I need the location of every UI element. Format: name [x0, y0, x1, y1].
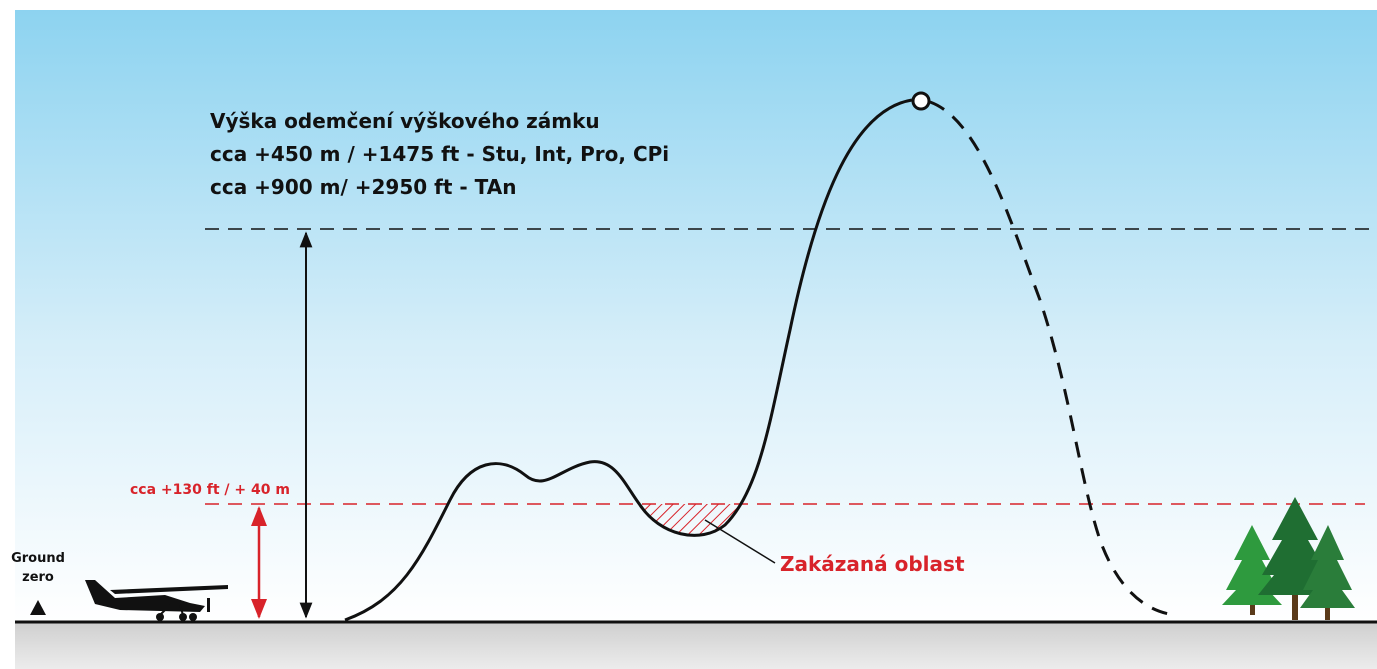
page: {"labels": {"unlock_title": "Výška odemč… — [0, 0, 1377, 669]
min-height-label: cca +130 ft / + 40 m — [130, 482, 290, 498]
unlock-line-text: cca +900 m/ +2950 ft - TAn — [210, 175, 516, 199]
apex — [913, 93, 929, 109]
ground-zero-label: Ground — [11, 551, 65, 566]
unlock-title: Výška odemčení výškového zámku — [210, 109, 600, 133]
ground — [15, 622, 1377, 669]
unlock-line-text: cca +450 m / +1475 ft - Stu, Int, Pro, C… — [210, 142, 669, 166]
ground-zero-label: zero — [22, 570, 54, 585]
diagram: Výška odemčení výškového zámku cca +450 … — [0, 0, 1377, 669]
forbidden-zone-label: Zakázaná oblast — [780, 552, 965, 576]
